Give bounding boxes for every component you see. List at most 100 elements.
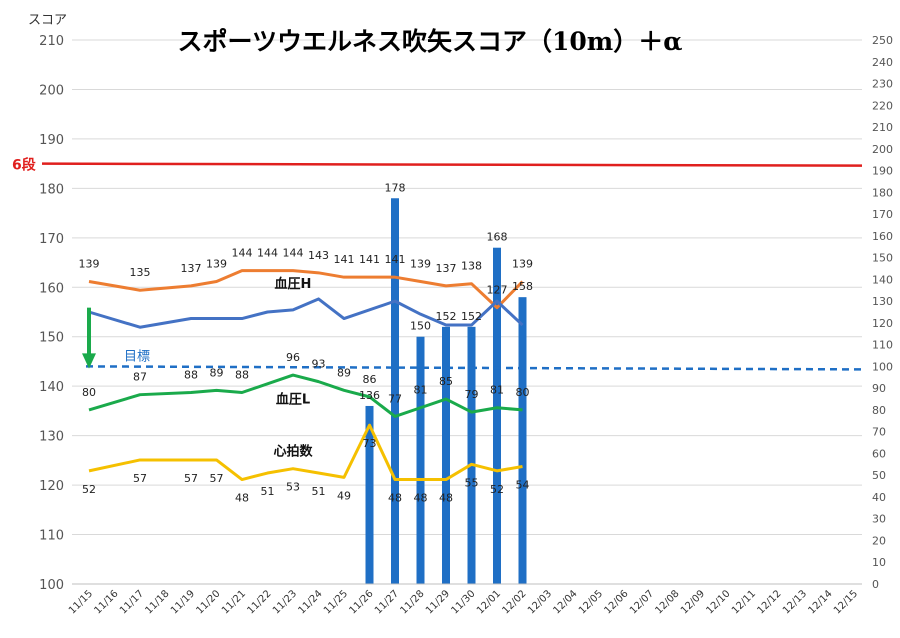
series-name-label: 血圧H — [275, 276, 312, 292]
line-series-path — [88, 373, 523, 418]
grid-layer — [72, 39, 862, 585]
y-axis-label: スコア — [28, 13, 67, 28]
x-tick-label: 11/30 — [449, 588, 477, 616]
line-data-label: 143 — [308, 249, 329, 262]
x-tick-label: 11/25 — [322, 588, 350, 616]
x-tick-label: 12/10 — [704, 588, 732, 616]
y2-tick-label: 0 — [872, 578, 879, 591]
y2-tick-label: 40 — [872, 491, 886, 504]
line-data-label: 141 — [359, 253, 380, 266]
y2-tick-label: 250 — [872, 34, 893, 47]
y-tick-label: 160 — [39, 281, 64, 296]
reference-lines — [41, 162, 863, 371]
line-data-label: 48 — [235, 492, 249, 505]
y2-tick-label: 210 — [872, 121, 893, 134]
x-tick-label: 12/12 — [755, 588, 783, 616]
y2-tick-label: 90 — [872, 382, 886, 395]
score-bar — [493, 247, 501, 584]
rank-line — [41, 162, 863, 167]
line-data-label: 139 — [410, 258, 431, 271]
x-tick-label: 12/09 — [679, 588, 707, 616]
line-data-label: 49 — [337, 489, 351, 502]
x-tick-label: 11/23 — [271, 588, 299, 616]
line-data-label: 144 — [257, 247, 278, 260]
x-tick-label: 12/15 — [832, 588, 860, 616]
y2-tick-label: 100 — [872, 360, 893, 373]
y2-tick-label: 60 — [872, 447, 886, 460]
x-tick-label: 11/24 — [296, 588, 324, 616]
chart-title: スポーツウエルネス吹矢スコア（10m）＋α — [178, 27, 683, 56]
line-series-path — [88, 269, 524, 310]
bar-value-label: 152 — [436, 310, 457, 323]
line-data-label: 144 — [283, 247, 304, 260]
x-tick-label: 11/28 — [398, 588, 426, 616]
y-tick-label: 120 — [39, 479, 64, 494]
x-tick-label: 12/01 — [475, 588, 503, 616]
x-tick-label: 12/14 — [806, 588, 834, 616]
x-tick-label: 12/03 — [526, 588, 554, 616]
y2-tick-label: 130 — [872, 295, 893, 308]
y-tick-label: 210 — [39, 34, 64, 49]
x-tick-label: 11/18 — [143, 588, 171, 616]
bar-value-label: 178 — [385, 181, 406, 194]
x-tick-label: 12/06 — [602, 588, 630, 616]
y2-tick-label: 10 — [872, 556, 886, 569]
goal-line — [85, 365, 863, 371]
line-data-label: 96 — [286, 351, 300, 364]
x-tick-label: 12/02 — [500, 588, 528, 616]
rank-line-label: 6段 — [12, 157, 36, 174]
y2-tick-label: 70 — [872, 426, 886, 439]
bar-value-label: 150 — [410, 320, 431, 333]
line-data-label: 144 — [232, 247, 253, 260]
score-bar — [442, 326, 450, 584]
y2-tick-label: 160 — [872, 230, 893, 243]
score-bar — [416, 336, 425, 584]
x-tick-label: 11/16 — [92, 588, 120, 616]
x-tick-label: 11/26 — [347, 588, 375, 616]
line-data-label: 48 — [439, 492, 453, 505]
line-data-label: 141 — [334, 253, 355, 266]
line-data-label: 89 — [337, 366, 351, 379]
line-data-label: 48 — [388, 492, 402, 505]
score-bar — [391, 198, 399, 584]
y-tick-label: 170 — [39, 232, 64, 247]
y-tick-label: 190 — [39, 133, 64, 148]
y2-tick-label: 120 — [872, 317, 893, 330]
line-data-label: 81 — [414, 384, 428, 397]
x-tick-label: 11/21 — [220, 588, 248, 616]
score-bar — [467, 326, 476, 584]
y2-tick-label: 230 — [872, 78, 893, 91]
line-data-label: 52 — [82, 483, 96, 496]
y-tick-label: 140 — [39, 380, 64, 395]
x-tick-label: 11/20 — [194, 588, 222, 616]
y-tick-label: 110 — [39, 529, 64, 544]
line-series — [82, 269, 524, 482]
y2-tick-label: 240 — [872, 56, 893, 69]
goal-line-label: 目標 — [124, 349, 150, 364]
line-data-label: 85 — [439, 375, 453, 388]
line-data-label: 51 — [312, 485, 326, 498]
line-data-label: 81 — [490, 384, 504, 397]
line-data-label: 138 — [461, 260, 482, 273]
series-name-label: 血圧L — [276, 391, 310, 407]
line-data-label: 137 — [181, 262, 202, 275]
y-tick-label: 180 — [39, 182, 64, 197]
bar-layer — [365, 198, 527, 584]
line-series-path — [88, 297, 524, 329]
y2-tick-label: 200 — [872, 143, 893, 156]
series-name-label: 心拍数 — [273, 444, 313, 460]
score-bar — [518, 297, 527, 584]
x-tick-label: 12/13 — [781, 588, 809, 616]
line-data-label: 135 — [130, 266, 151, 279]
x-tick-label: 11/27 — [373, 588, 401, 616]
line-data-label: 88 — [235, 369, 249, 382]
y2-tick-label: 20 — [872, 534, 886, 547]
y-tick-label: 200 — [39, 83, 64, 98]
bar-value-label: 136 — [359, 389, 380, 402]
y2-tick-label: 80 — [872, 404, 886, 417]
bar-value-label: 158 — [512, 280, 533, 293]
line-data-label: 79 — [465, 388, 479, 401]
x-tick-label: 11/17 — [118, 588, 146, 616]
